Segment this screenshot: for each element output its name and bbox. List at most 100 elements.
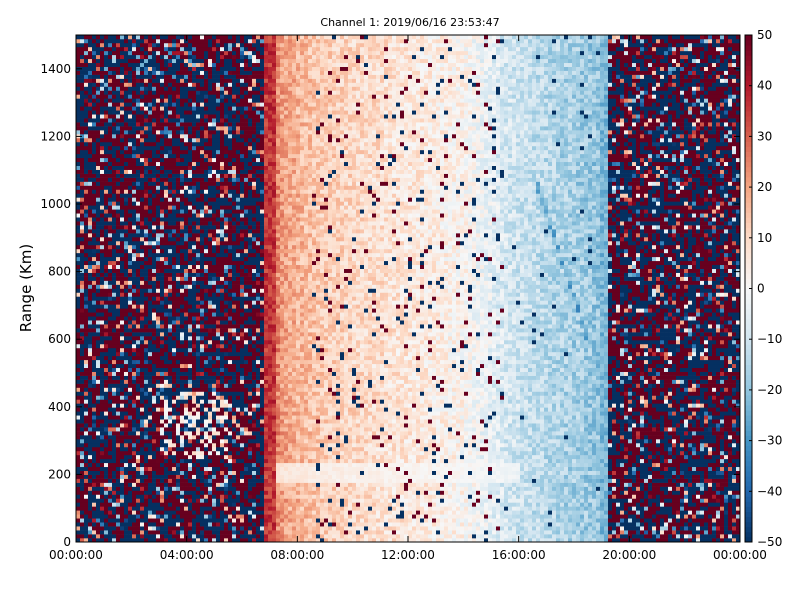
heatmap-cell [196, 458, 201, 464]
heatmap-cell [112, 328, 117, 333]
heatmap-cell [84, 320, 89, 325]
heatmap-cell [124, 363, 129, 369]
heatmap-cell [136, 141, 141, 147]
heatmap-cell [120, 288, 125, 293]
heatmap-cell [212, 371, 217, 376]
heatmap-cell [136, 288, 141, 293]
heatmap-cell [208, 82, 213, 87]
heatmap-cell [120, 391, 125, 396]
heatmap-cell [76, 46, 81, 52]
heatmap-cell [128, 288, 133, 293]
heatmap-cell [192, 514, 197, 519]
heatmap-cell [160, 110, 165, 115]
heatmap-cell [164, 256, 169, 262]
heatmap-cell [80, 272, 85, 277]
heatmap-cell [184, 42, 189, 48]
heatmap-cell [152, 248, 157, 254]
heatmap-cell [132, 252, 137, 258]
heatmap-cell [216, 114, 221, 119]
heatmap-cell [156, 70, 161, 75]
heatmap-cell [180, 58, 185, 64]
heatmap-cell [132, 134, 137, 139]
heatmap-cell [172, 197, 177, 202]
heatmap-cell [228, 339, 233, 345]
heatmap-cell [100, 312, 105, 317]
heatmap-cell [156, 35, 161, 40]
heatmap-cell [192, 351, 197, 357]
heatmap-cell [168, 490, 173, 495]
heatmap-cell [100, 185, 105, 190]
heatmap-cell [192, 435, 197, 440]
heatmap-cell [96, 458, 101, 464]
heatmap-cell [156, 272, 161, 277]
heatmap-cell [136, 395, 141, 400]
heatmap-cell [88, 339, 93, 345]
heatmap-cell [216, 165, 221, 170]
heatmap-cell [96, 141, 101, 147]
heatmap-cell [88, 534, 93, 539]
heatmap-cell [96, 252, 101, 258]
heatmap-cell [164, 268, 169, 273]
heatmap-cell [124, 225, 129, 230]
heatmap-cell [76, 197, 81, 202]
heatmap-cell [172, 296, 177, 301]
heatmap-cell [136, 268, 141, 273]
heatmap-cell [104, 446, 109, 452]
heatmap-cell [168, 256, 173, 262]
heatmap-cell [92, 304, 97, 309]
heatmap-cell [116, 110, 121, 115]
heatmap-cell [140, 78, 145, 83]
heatmap-cell [88, 308, 93, 313]
heatmap-cell [144, 324, 149, 329]
heatmap-cell [92, 320, 97, 325]
heatmap-cell [128, 359, 133, 365]
heatmap-cell [176, 446, 181, 452]
heatmap-cell [164, 446, 169, 452]
heatmap-cell [144, 221, 149, 226]
heatmap-cell [164, 474, 169, 479]
heatmap-cell [84, 343, 89, 349]
heatmap-cell [112, 351, 117, 357]
heatmap-cell [172, 244, 177, 250]
heatmap-cell [80, 102, 85, 107]
heatmap-cell [92, 486, 97, 491]
heatmap-cell [152, 78, 157, 83]
heatmap-cell [176, 320, 181, 325]
heatmap-cell [96, 363, 101, 369]
heatmap-cell [176, 110, 181, 115]
heatmap-cell [108, 272, 113, 277]
heatmap-cell [96, 217, 101, 222]
heatmap-cell [100, 450, 105, 456]
heatmap-cell [132, 351, 137, 357]
heatmap-cell [144, 272, 149, 277]
heatmap-cell [80, 66, 85, 71]
heatmap-cell [156, 431, 161, 436]
heatmap-cell [228, 233, 233, 238]
heatmap-cell [104, 66, 109, 71]
heatmap-cell [108, 46, 113, 52]
heatmap-cell [136, 336, 141, 341]
heatmap-cell [200, 339, 205, 345]
heatmap-cell [112, 165, 117, 170]
heatmap-cell [192, 185, 197, 190]
heatmap-cell [108, 494, 113, 499]
heatmap-cell [88, 74, 93, 79]
heatmap-cell [80, 145, 85, 151]
heatmap-cell [76, 347, 81, 353]
heatmap-cell [168, 328, 173, 333]
heatmap-cell [168, 355, 173, 361]
heatmap-cell [112, 442, 117, 448]
heatmap-cell [184, 498, 189, 503]
heatmap-cell [116, 506, 121, 511]
heatmap-cell [196, 518, 201, 523]
heatmap-cell [156, 260, 161, 266]
heatmap-cell [124, 359, 129, 365]
heatmap-cell [80, 538, 85, 543]
heatmap-cell [140, 395, 145, 400]
heatmap-cell [136, 149, 141, 155]
heatmap-cell [108, 209, 113, 214]
heatmap-cell [116, 185, 121, 190]
heatmap-cell [208, 225, 213, 230]
heatmap-cell [192, 173, 197, 178]
heatmap-cell [224, 193, 229, 198]
